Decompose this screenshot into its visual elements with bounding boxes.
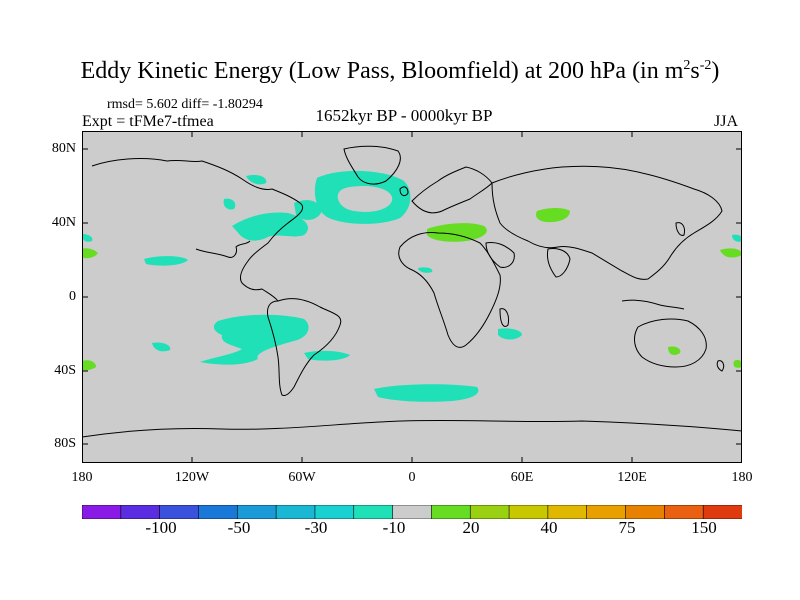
australia-coast: [634, 318, 707, 368]
lon-label-120w: 120W: [174, 470, 210, 485]
colorbar-swatch: [198, 505, 239, 519]
japan-coast: [675, 222, 685, 236]
arabia-coast: [485, 242, 515, 268]
eastern-pacific-region: [144, 256, 188, 266]
colorbar-swatch: [586, 505, 627, 519]
plot-title: Eddy Kinetic Energy (Low Pass, Bloomfiel…: [80, 58, 720, 84]
season-label: JJA: [714, 113, 739, 130]
north-america-coast: [91, 158, 304, 302]
africa-coast: [398, 232, 501, 348]
south-atlantic-region: [304, 350, 350, 361]
map-background: [82, 131, 742, 463]
pacific-north-region: [223, 198, 236, 210]
colorbar-swatch: [392, 505, 433, 519]
colorbar-label: 40: [540, 518, 558, 537]
eastern-north-america-region: [232, 212, 309, 241]
lon-label-180e: 180: [731, 470, 753, 485]
lon-label-60e: 60E: [510, 470, 534, 485]
colorbar-swatch: [702, 505, 742, 519]
lat-label-40n: 40N: [51, 215, 76, 230]
indian-ocean-region: [498, 328, 522, 340]
world-map: [82, 131, 742, 463]
greenland-coast: [343, 145, 401, 185]
colorbar-swatch: [353, 505, 394, 519]
lon-label-0: 0: [408, 470, 416, 485]
central-asia-region: [536, 208, 570, 223]
colorbar: [82, 505, 742, 519]
colorbar-swatch: [469, 505, 510, 519]
period-label: 1652kyr BP - 0000kyr BP: [315, 106, 493, 125]
western-atlantic-region: [294, 200, 322, 220]
negative-anomaly-regions: [82, 170, 742, 402]
colorbar-swatch: [120, 505, 161, 519]
australia-region: [668, 346, 681, 355]
southwest-edge-region: [82, 360, 96, 371]
colorbar-swatch: [275, 505, 316, 519]
colorbar-swatch: [625, 505, 666, 519]
lon-label-120e: 120E: [617, 470, 647, 485]
south-pacific-west-region: [152, 342, 171, 352]
lat-label-80n: 80N: [51, 141, 76, 156]
pacific-west-region: [82, 234, 93, 242]
coastlines: [82, 145, 742, 438]
colorbar-swatch: [431, 505, 472, 519]
colorbar-label: -10: [382, 518, 406, 537]
colorbar-swatch: [547, 505, 588, 519]
atlantic-south-africa-region: [418, 267, 433, 273]
india-coast: [547, 248, 571, 278]
colorbar-swatch: [314, 505, 355, 519]
lat-label-40s: 40S: [54, 363, 76, 378]
lon-label-180w: 180: [71, 470, 93, 485]
gulf-coast: [195, 240, 251, 258]
stats-text: rmsd= 5.602 diff= -1.80294: [107, 97, 263, 112]
asia-coast: [491, 165, 723, 280]
south-pacific-region: [200, 314, 309, 365]
mediterranean-region: [427, 223, 487, 242]
lat-label-0: 0: [69, 289, 76, 304]
new-zealand-coast: [716, 360, 725, 372]
lat-label-80s: 80S: [54, 436, 76, 451]
north-atlantic-region: [314, 170, 411, 224]
colorbar-swatch: [236, 505, 277, 519]
southern-ocean-region: [374, 384, 479, 402]
northern-ocean-region: [246, 174, 267, 185]
uk-coast: [399, 186, 409, 197]
colorbar-swatch: [82, 505, 122, 519]
east-pacific-edge-region: [720, 248, 742, 258]
lon-label-60w: 60W: [288, 470, 316, 485]
map-ticks: [82, 131, 742, 463]
colorbar-label: -50: [227, 518, 251, 537]
colorbar-swatch: [159, 505, 200, 519]
colorbar-label: -100: [145, 518, 177, 537]
colorbar-swatch: [508, 505, 549, 519]
experiment-label: Expt = tFMe7-tfmea: [82, 113, 214, 130]
colorbar-label: 20: [462, 518, 480, 537]
colorbar-swatch: [664, 505, 704, 519]
antarctica-coast: [82, 419, 742, 438]
pacific-east-edge-region: [732, 234, 742, 242]
positive-anomaly-regions: [82, 208, 742, 371]
indonesia-coast: [621, 299, 685, 310]
colorbar-label: 150: [691, 518, 717, 537]
south-america-coast: [267, 298, 342, 396]
western-edge-region: [82, 248, 98, 259]
colorbar-label: -30: [304, 518, 328, 537]
colorbar-label: 75: [618, 518, 636, 537]
southeast-edge-region: [733, 359, 742, 368]
madagascar-coast: [499, 308, 509, 327]
